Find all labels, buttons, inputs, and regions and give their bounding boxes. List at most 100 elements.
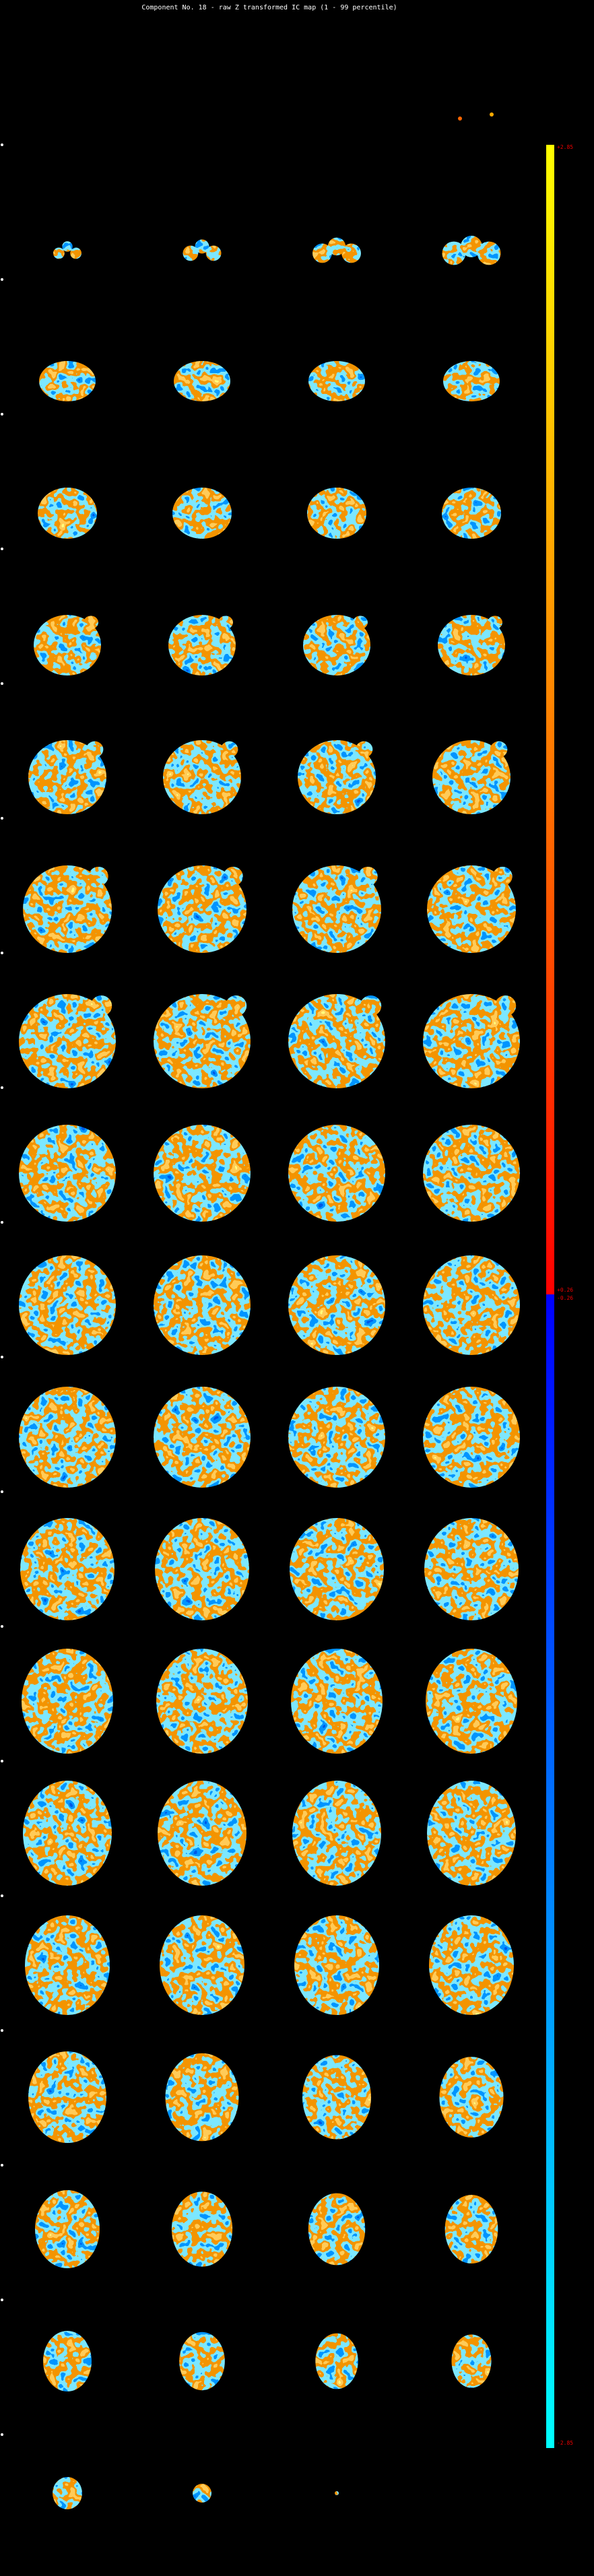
brain-slice: [298, 740, 376, 814]
brain-slice: [288, 1387, 385, 1488]
brain-slice: [23, 1781, 112, 1886]
marker-dot: [1, 548, 3, 550]
marker-dot: [1, 1356, 3, 1358]
marker-dot: [1, 1760, 3, 1762]
brain-slice: [439, 2057, 504, 2138]
brain-slice: [22, 1649, 113, 1754]
brain-slice: [288, 1255, 385, 1355]
brain-slice: [442, 241, 466, 265]
brain-slice: [183, 245, 199, 261]
brain-slice: [494, 995, 517, 1016]
brain-slice: [38, 488, 97, 539]
brain-slice: [423, 1125, 520, 1222]
brain-slice: [426, 1649, 517, 1754]
marker-dot: [1, 1625, 3, 1628]
brain-slice: [154, 1125, 251, 1222]
brain-slice: [315, 2333, 358, 2389]
brain-slice: [288, 1125, 385, 1222]
brain-slice: [490, 741, 508, 758]
marker-dot: [1, 1490, 3, 1493]
colorbar-label: -2.85: [557, 2440, 573, 2446]
brain-slice: [444, 2194, 498, 2264]
brain-slice: [308, 2193, 366, 2266]
brain-slice: [492, 866, 513, 886]
brain-slice: [442, 488, 501, 539]
brain-slice: [172, 488, 232, 539]
brain-slice: [28, 2051, 106, 2143]
brain-slice: [424, 1518, 519, 1620]
brain-slice: [154, 994, 251, 1088]
brain-slice: [438, 615, 505, 675]
brain-slice: [156, 1649, 248, 1754]
brain-slice: [19, 1255, 116, 1355]
brain-slice: [158, 865, 246, 953]
brain-slice: [291, 1649, 383, 1754]
brain-slice: [171, 2191, 233, 2267]
brain-slice: [86, 741, 104, 758]
brain-slice: [19, 994, 116, 1088]
brain-slice: [225, 995, 247, 1016]
brain-slice: [154, 1387, 251, 1488]
brain-slice: [488, 616, 502, 630]
marker-dot: [1, 2299, 3, 2301]
brain-slice: [165, 2053, 239, 2142]
brain-slice: [62, 241, 73, 252]
brain-slice: [174, 361, 230, 401]
brain-slice: [23, 865, 112, 953]
marker-dot: [1, 1086, 3, 1089]
blob: [458, 117, 462, 121]
brain-slice: [341, 243, 361, 263]
brain-slice: [160, 1915, 244, 2015]
brain-slice: [154, 1255, 251, 1355]
brain-slice: [34, 615, 101, 675]
marker-dot: [1, 682, 3, 685]
brain-slice: [477, 241, 501, 265]
marker-dot: [1, 952, 3, 954]
brain-slice: [443, 361, 500, 401]
brain-slice: [288, 994, 385, 1088]
brain-slice: [53, 247, 65, 259]
brain-slice: [168, 615, 236, 675]
brain-slice: [360, 995, 382, 1016]
brain-slice: [302, 2055, 372, 2140]
marker-dot: [1, 2029, 3, 2032]
brain-slice: [355, 741, 373, 758]
brain-slice: [179, 2332, 225, 2391]
brain-slice: [294, 1915, 379, 2015]
brain-slice: [88, 866, 108, 886]
brain-slice: [25, 1915, 110, 2015]
colorbar-label: +0.26: [557, 1287, 573, 1293]
marker-dot: [1, 2433, 3, 2436]
brain-slice: [308, 361, 365, 401]
colorbar-label: +2.85: [557, 144, 573, 150]
brain-slice: [427, 865, 516, 953]
brain-slice: [39, 361, 96, 401]
brain-slice: [218, 616, 233, 630]
brain-slice: [427, 1781, 516, 1886]
brain-slice: [193, 2484, 211, 2503]
slices: [1, 112, 520, 2509]
brain-slice: [432, 740, 510, 814]
brain-slice: [220, 741, 238, 758]
brain-slice: [423, 1255, 520, 1355]
brain-slice: [312, 243, 332, 263]
brain-slice: [43, 2331, 92, 2391]
brain-slice: [290, 1518, 384, 1620]
brain-slice: [158, 1781, 246, 1886]
title: Component No. 18 - raw Z transformed IC …: [141, 4, 397, 11]
brain-slice: [423, 994, 520, 1088]
blob: [490, 112, 494, 117]
brain-slice: [84, 616, 98, 630]
marker-dot: [1, 817, 3, 820]
colorbar-negative: [546, 1294, 554, 2448]
brain-slice: [155, 1518, 249, 1620]
marker-dot: [1, 1894, 3, 1897]
brain-slice: [20, 1518, 114, 1620]
brain-slice: [358, 866, 378, 886]
marker-dot: [1, 1221, 3, 1224]
brain-slice: [35, 2190, 100, 2268]
brain-slice: [195, 239, 209, 254]
marker-dot: [1, 413, 3, 416]
